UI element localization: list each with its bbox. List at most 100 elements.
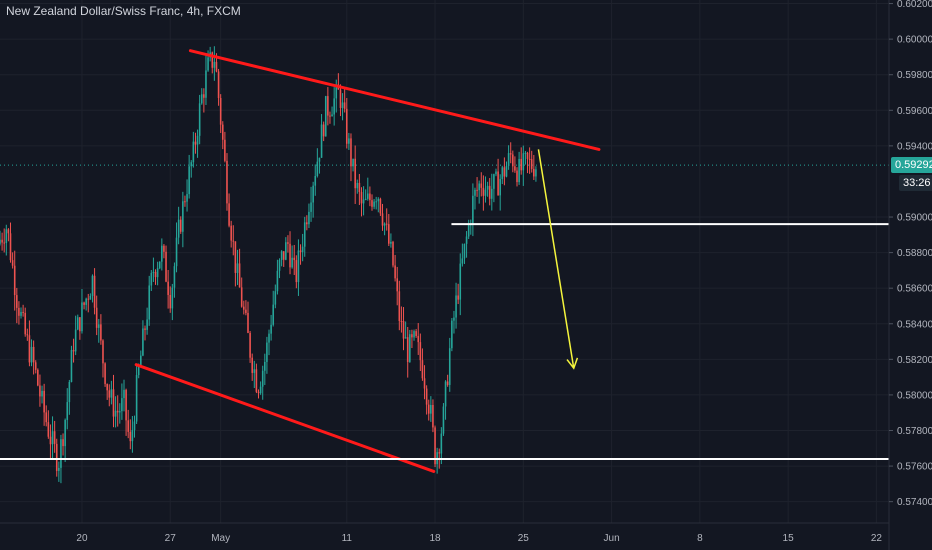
- candle-body: [291, 257, 293, 268]
- candle-body: [108, 390, 111, 398]
- candle-body: [484, 189, 487, 196]
- candle-body: [148, 285, 151, 320]
- candle-body: [490, 188, 493, 199]
- candle-body: [488, 185, 491, 199]
- candle-body: [186, 194, 188, 202]
- candle-body: [533, 168, 535, 177]
- candle-body: [417, 335, 420, 343]
- candle-body: [11, 260, 14, 266]
- candle-body: [358, 182, 361, 192]
- candle-body: [95, 307, 98, 328]
- candle-body: [211, 52, 214, 68]
- candle-body: [89, 295, 92, 300]
- candle-body: [379, 198, 382, 214]
- candle-body: [411, 334, 413, 338]
- candle-body: [503, 167, 506, 177]
- candle-body: [228, 203, 230, 226]
- candle-body: [406, 337, 409, 362]
- candle-body: [274, 291, 277, 305]
- x-tick-label: 18: [429, 533, 441, 544]
- candle-body: [453, 317, 455, 321]
- candle-body: [66, 402, 69, 420]
- candle-body: [144, 328, 146, 330]
- candle-body: [16, 295, 18, 308]
- candle-body: [486, 185, 489, 190]
- candle-body: [463, 243, 466, 259]
- candle-body: [348, 138, 350, 144]
- candle-body: [158, 261, 161, 269]
- candle-body: [0, 239, 1, 244]
- y-tick-label: 0.58200: [897, 355, 932, 366]
- candle-body: [308, 211, 310, 225]
- candle-body: [100, 324, 102, 341]
- candle-body: [190, 162, 193, 167]
- candle-body: [478, 183, 480, 191]
- candle-body: [312, 185, 314, 203]
- candle-body: [245, 309, 247, 313]
- candle-body: [375, 201, 377, 203]
- candle-body: [280, 251, 283, 260]
- candle-body: [226, 160, 228, 204]
- candle-body: [203, 94, 205, 98]
- candle-body: [221, 124, 224, 140]
- candle-body: [196, 135, 199, 145]
- candle-body: [432, 404, 434, 428]
- candle-body: [459, 263, 462, 300]
- candle-body: [18, 307, 20, 316]
- candle-body: [448, 348, 451, 385]
- y-tick-label: 0.59000: [897, 213, 932, 224]
- y-tick-label: 0.58400: [897, 319, 932, 330]
- y-tick-label: 0.58000: [897, 390, 932, 401]
- candle-body: [444, 381, 447, 407]
- candle-body: [32, 346, 35, 363]
- candle-body: [37, 369, 39, 386]
- candle-body: [247, 312, 249, 333]
- candle-body: [409, 334, 411, 362]
- candle-body: [173, 266, 176, 288]
- candle-body: [377, 198, 380, 202]
- candle-body: [516, 170, 518, 183]
- candle-body: [131, 430, 134, 442]
- candle-body: [179, 219, 182, 232]
- candle-body: [316, 161, 319, 177]
- candle-body: [287, 242, 289, 244]
- candle-body: [266, 342, 268, 362]
- candle-body: [257, 391, 260, 394]
- candle-body: [434, 427, 436, 465]
- candle-body: [461, 258, 464, 264]
- candle-body: [215, 61, 218, 72]
- candle-body: [198, 103, 201, 136]
- lower-trendline: [134, 363, 436, 473]
- candle-body: [472, 195, 474, 225]
- x-tick-label: 15: [783, 533, 795, 544]
- candle-body: [400, 320, 403, 322]
- candle-body: [140, 355, 142, 367]
- candle-body: [74, 329, 77, 352]
- candle-body: [476, 189, 478, 191]
- x-tick-label: May: [211, 533, 230, 544]
- candle-body: [451, 320, 453, 349]
- candle-body: [514, 166, 516, 171]
- candle-body: [127, 420, 130, 432]
- candle-body: [58, 467, 60, 471]
- drawings: [0, 49, 889, 473]
- candle-body: [333, 98, 335, 115]
- candle-body: [161, 245, 163, 262]
- candle-body: [427, 404, 430, 414]
- candle-body: [259, 386, 262, 394]
- candle-body: [373, 201, 375, 207]
- y-tick-label: 0.60200: [897, 0, 932, 10]
- candle-body: [175, 237, 178, 267]
- candle-body: [207, 57, 209, 71]
- candle-body: [142, 328, 144, 356]
- candle-body: [327, 96, 329, 116]
- candle-body: [331, 114, 333, 117]
- candle-body: [116, 410, 119, 413]
- candle-body: [430, 404, 432, 414]
- candle-body: [512, 154, 514, 167]
- candle-body: [530, 159, 533, 169]
- candle-body: [404, 337, 407, 339]
- candle-body: [230, 225, 232, 241]
